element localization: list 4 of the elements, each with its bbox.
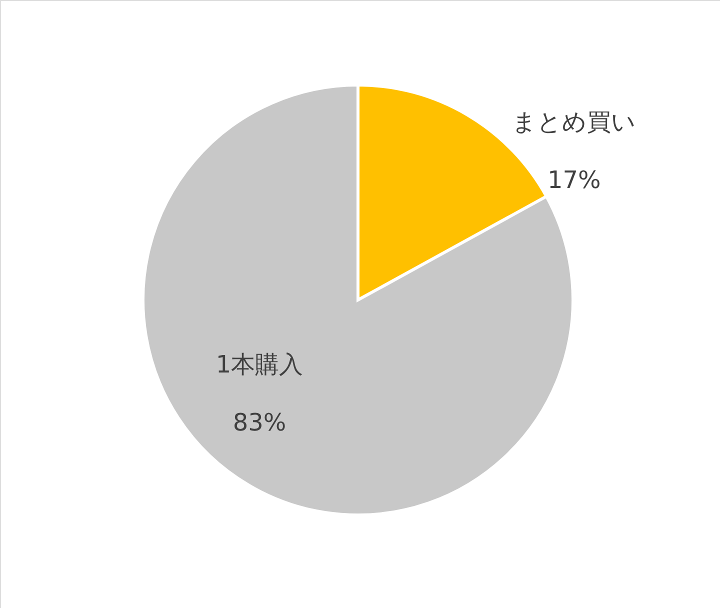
- slice-label: まとめ買い: [512, 108, 636, 136]
- data-label: 17%: [547, 166, 601, 194]
- data-label: 83%: [232, 408, 286, 436]
- slice-label: 1本購入: [216, 350, 304, 378]
